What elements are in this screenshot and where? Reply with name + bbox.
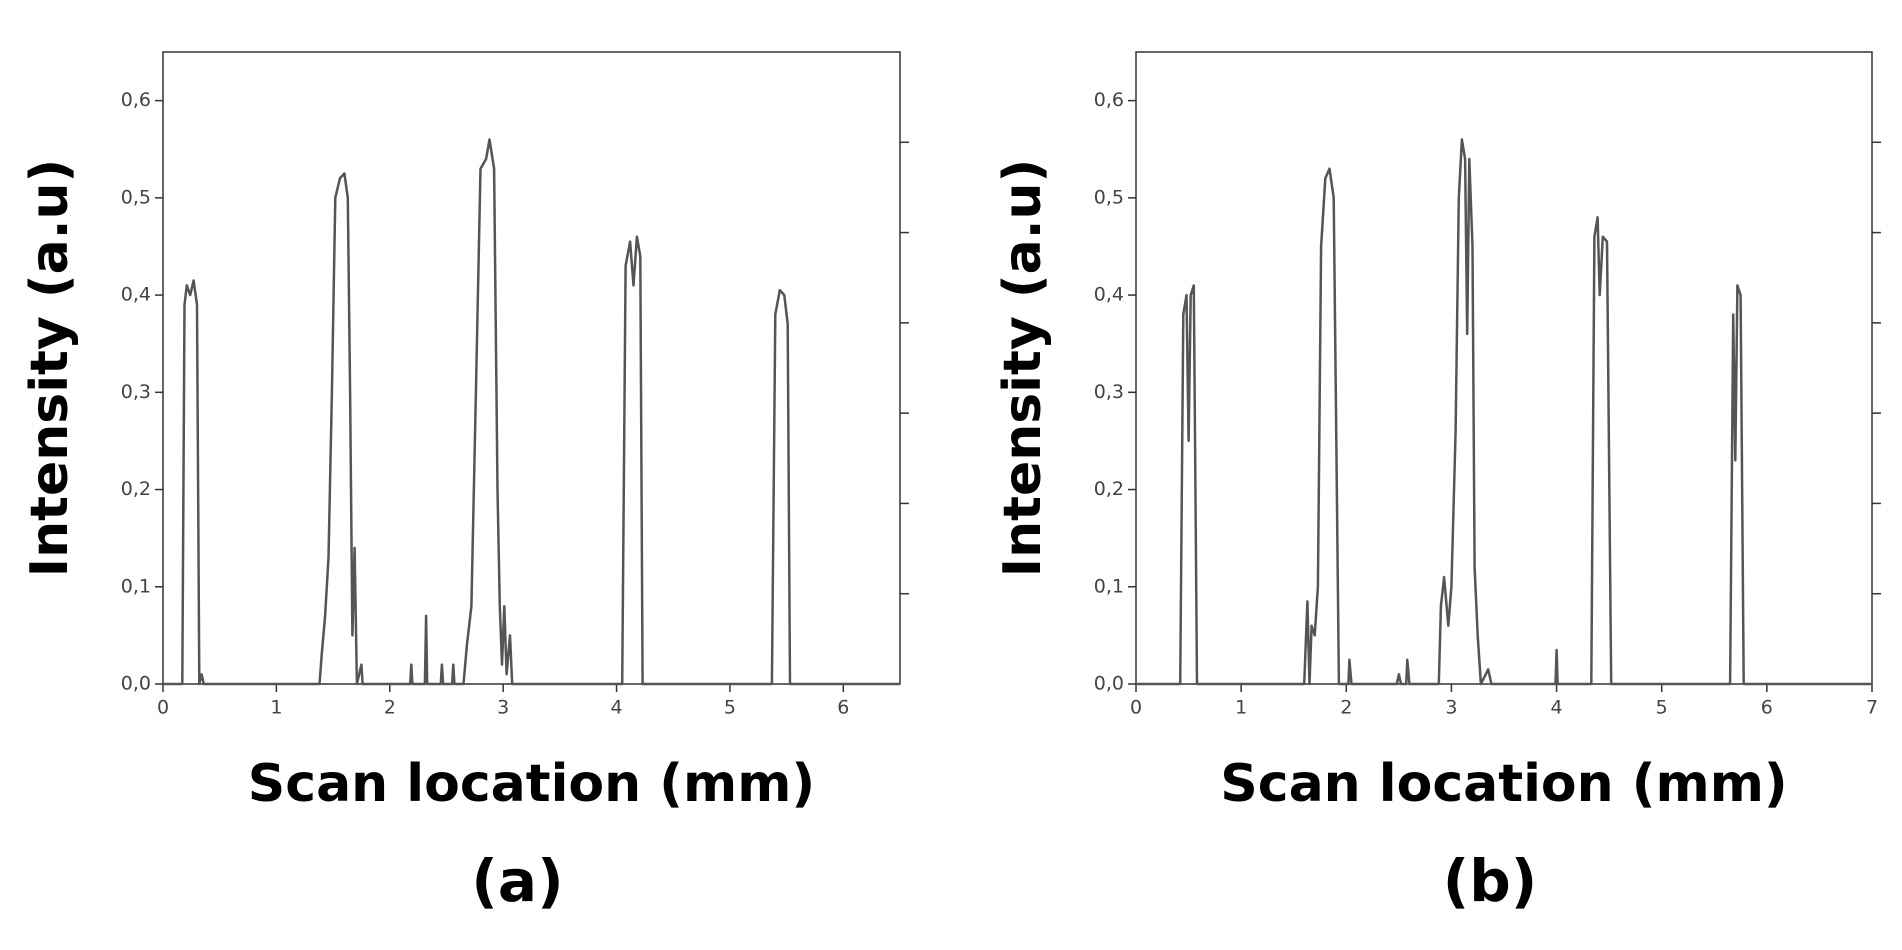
y-axis-label: Intensity (a.u) bbox=[993, 159, 1053, 578]
y-tick-label: 0,2 bbox=[1094, 478, 1124, 500]
x-tick-label: 4 bbox=[1551, 697, 1563, 719]
x-tick-label: 3 bbox=[497, 697, 509, 719]
x-tick-label: 2 bbox=[1340, 697, 1352, 719]
y-tick-label: 0,3 bbox=[1094, 381, 1124, 403]
y-tick-label: 0,5 bbox=[1094, 186, 1124, 208]
x-tick-label: 1 bbox=[270, 697, 282, 719]
x-tick-label: 6 bbox=[1761, 697, 1773, 719]
x-tick-label: 0 bbox=[157, 697, 169, 719]
x-tick-label: 5 bbox=[724, 697, 736, 719]
y-axis-label: Intensity (a.u) bbox=[20, 159, 80, 578]
y-tick-label: 0,5 bbox=[121, 186, 151, 208]
x-tick-label: 5 bbox=[1656, 697, 1668, 719]
y-tick-label: 0,4 bbox=[121, 284, 151, 306]
y-tick-label: 0,1 bbox=[121, 575, 151, 597]
plot-frame bbox=[1135, 51, 1873, 685]
panel-caption: (a) bbox=[471, 847, 563, 915]
x-tick-label: 4 bbox=[610, 697, 622, 719]
y-tick-label: 0,3 bbox=[121, 381, 151, 403]
chart-panel: 0,0 0,1 0,2 0,3 0,4 0,5 0,6 0 1 2 3 4 5 6 7 Intensity (… bbox=[993, 51, 1881, 915]
y-tick-label: 0,4 bbox=[1094, 284, 1124, 306]
data-line bbox=[163, 138, 900, 686]
x-axis-label: Scan location (mm) bbox=[1220, 754, 1787, 814]
chart-panel: 0,0 0,1 0,2 0,3 0,4 0,5 0,6 0 1 2 3 4 5 6 Intensity (a… bbox=[20, 51, 909, 915]
y-tick-label: 0,0 bbox=[121, 673, 151, 695]
y-tick-label: 0,0 bbox=[1094, 673, 1124, 695]
panel-caption: (b) bbox=[1443, 847, 1538, 915]
y-tick-label: 0,6 bbox=[121, 89, 151, 111]
x-tick-label: 3 bbox=[1445, 697, 1457, 719]
x-tick-label: 0 bbox=[1130, 697, 1142, 719]
x-axis-label: Scan location (mm) bbox=[248, 754, 815, 814]
y-tick-label: 0,6 bbox=[1094, 89, 1124, 111]
y-tick-label: 0,1 bbox=[1094, 575, 1124, 597]
x-tick-label: 6 bbox=[837, 697, 849, 719]
data-line bbox=[1136, 138, 1872, 686]
x-tick-label: 7 bbox=[1866, 697, 1878, 719]
y-tick-label: 0,2 bbox=[121, 478, 151, 500]
x-tick-label: 1 bbox=[1235, 697, 1247, 719]
x-tick-label: 2 bbox=[384, 697, 396, 719]
